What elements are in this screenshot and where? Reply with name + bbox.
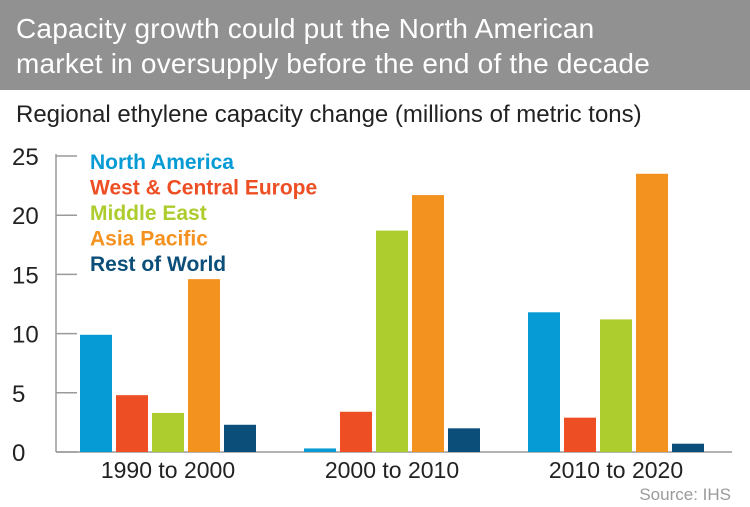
bar-middle-east-2	[600, 319, 632, 452]
chart-title-line-1: Capacity growth could put the North Amer…	[16, 13, 595, 44]
bar-rest-of-world-0	[224, 424, 256, 452]
bar-west-central-europe-2	[564, 417, 596, 452]
legend-entry: Rest of World	[90, 253, 226, 276]
chart-header: Capacity growth could put the North Amer…	[0, 0, 750, 90]
source-note: Source: IHS	[639, 485, 731, 504]
bar-west-central-europe-0	[116, 395, 148, 452]
y-tick-label: 10	[12, 322, 39, 349]
bar-rest-of-world-2	[672, 443, 704, 452]
y-tick-label: 20	[12, 203, 39, 230]
bar-asia-pacific-2	[636, 173, 668, 452]
bar-west-central-europe-1	[340, 411, 372, 452]
bar-rest-of-world-1	[448, 428, 480, 452]
bar-north-america-2	[528, 312, 560, 452]
bar-north-america-0	[80, 334, 112, 452]
bar-north-america-1	[304, 448, 336, 452]
x-tick-label: 2000 to 2010	[325, 457, 459, 483]
chart-subtitle: Regional ethylene capacity change (milli…	[16, 101, 642, 128]
legend-entry: North America	[90, 151, 234, 174]
x-tick-label: 1990 to 2000	[101, 457, 235, 483]
chart-title-line-2: market in oversupply before the end of t…	[16, 48, 650, 79]
bar-asia-pacific-1	[412, 195, 444, 452]
legend-entry: Asia Pacific	[90, 228, 208, 251]
bar-middle-east-1	[376, 230, 408, 452]
bar-middle-east-0	[152, 412, 184, 452]
y-tick-label: 5	[12, 381, 25, 408]
y-tick-label: 25	[12, 144, 39, 171]
y-tick-label: 0	[12, 440, 25, 467]
legend-entry: Middle East	[90, 202, 207, 225]
x-tick-label: 2010 to 2020	[549, 457, 683, 483]
bar-asia-pacific-0	[188, 279, 220, 452]
y-tick-label: 15	[12, 262, 39, 289]
legend-entry: West & Central Europe	[90, 177, 317, 200]
